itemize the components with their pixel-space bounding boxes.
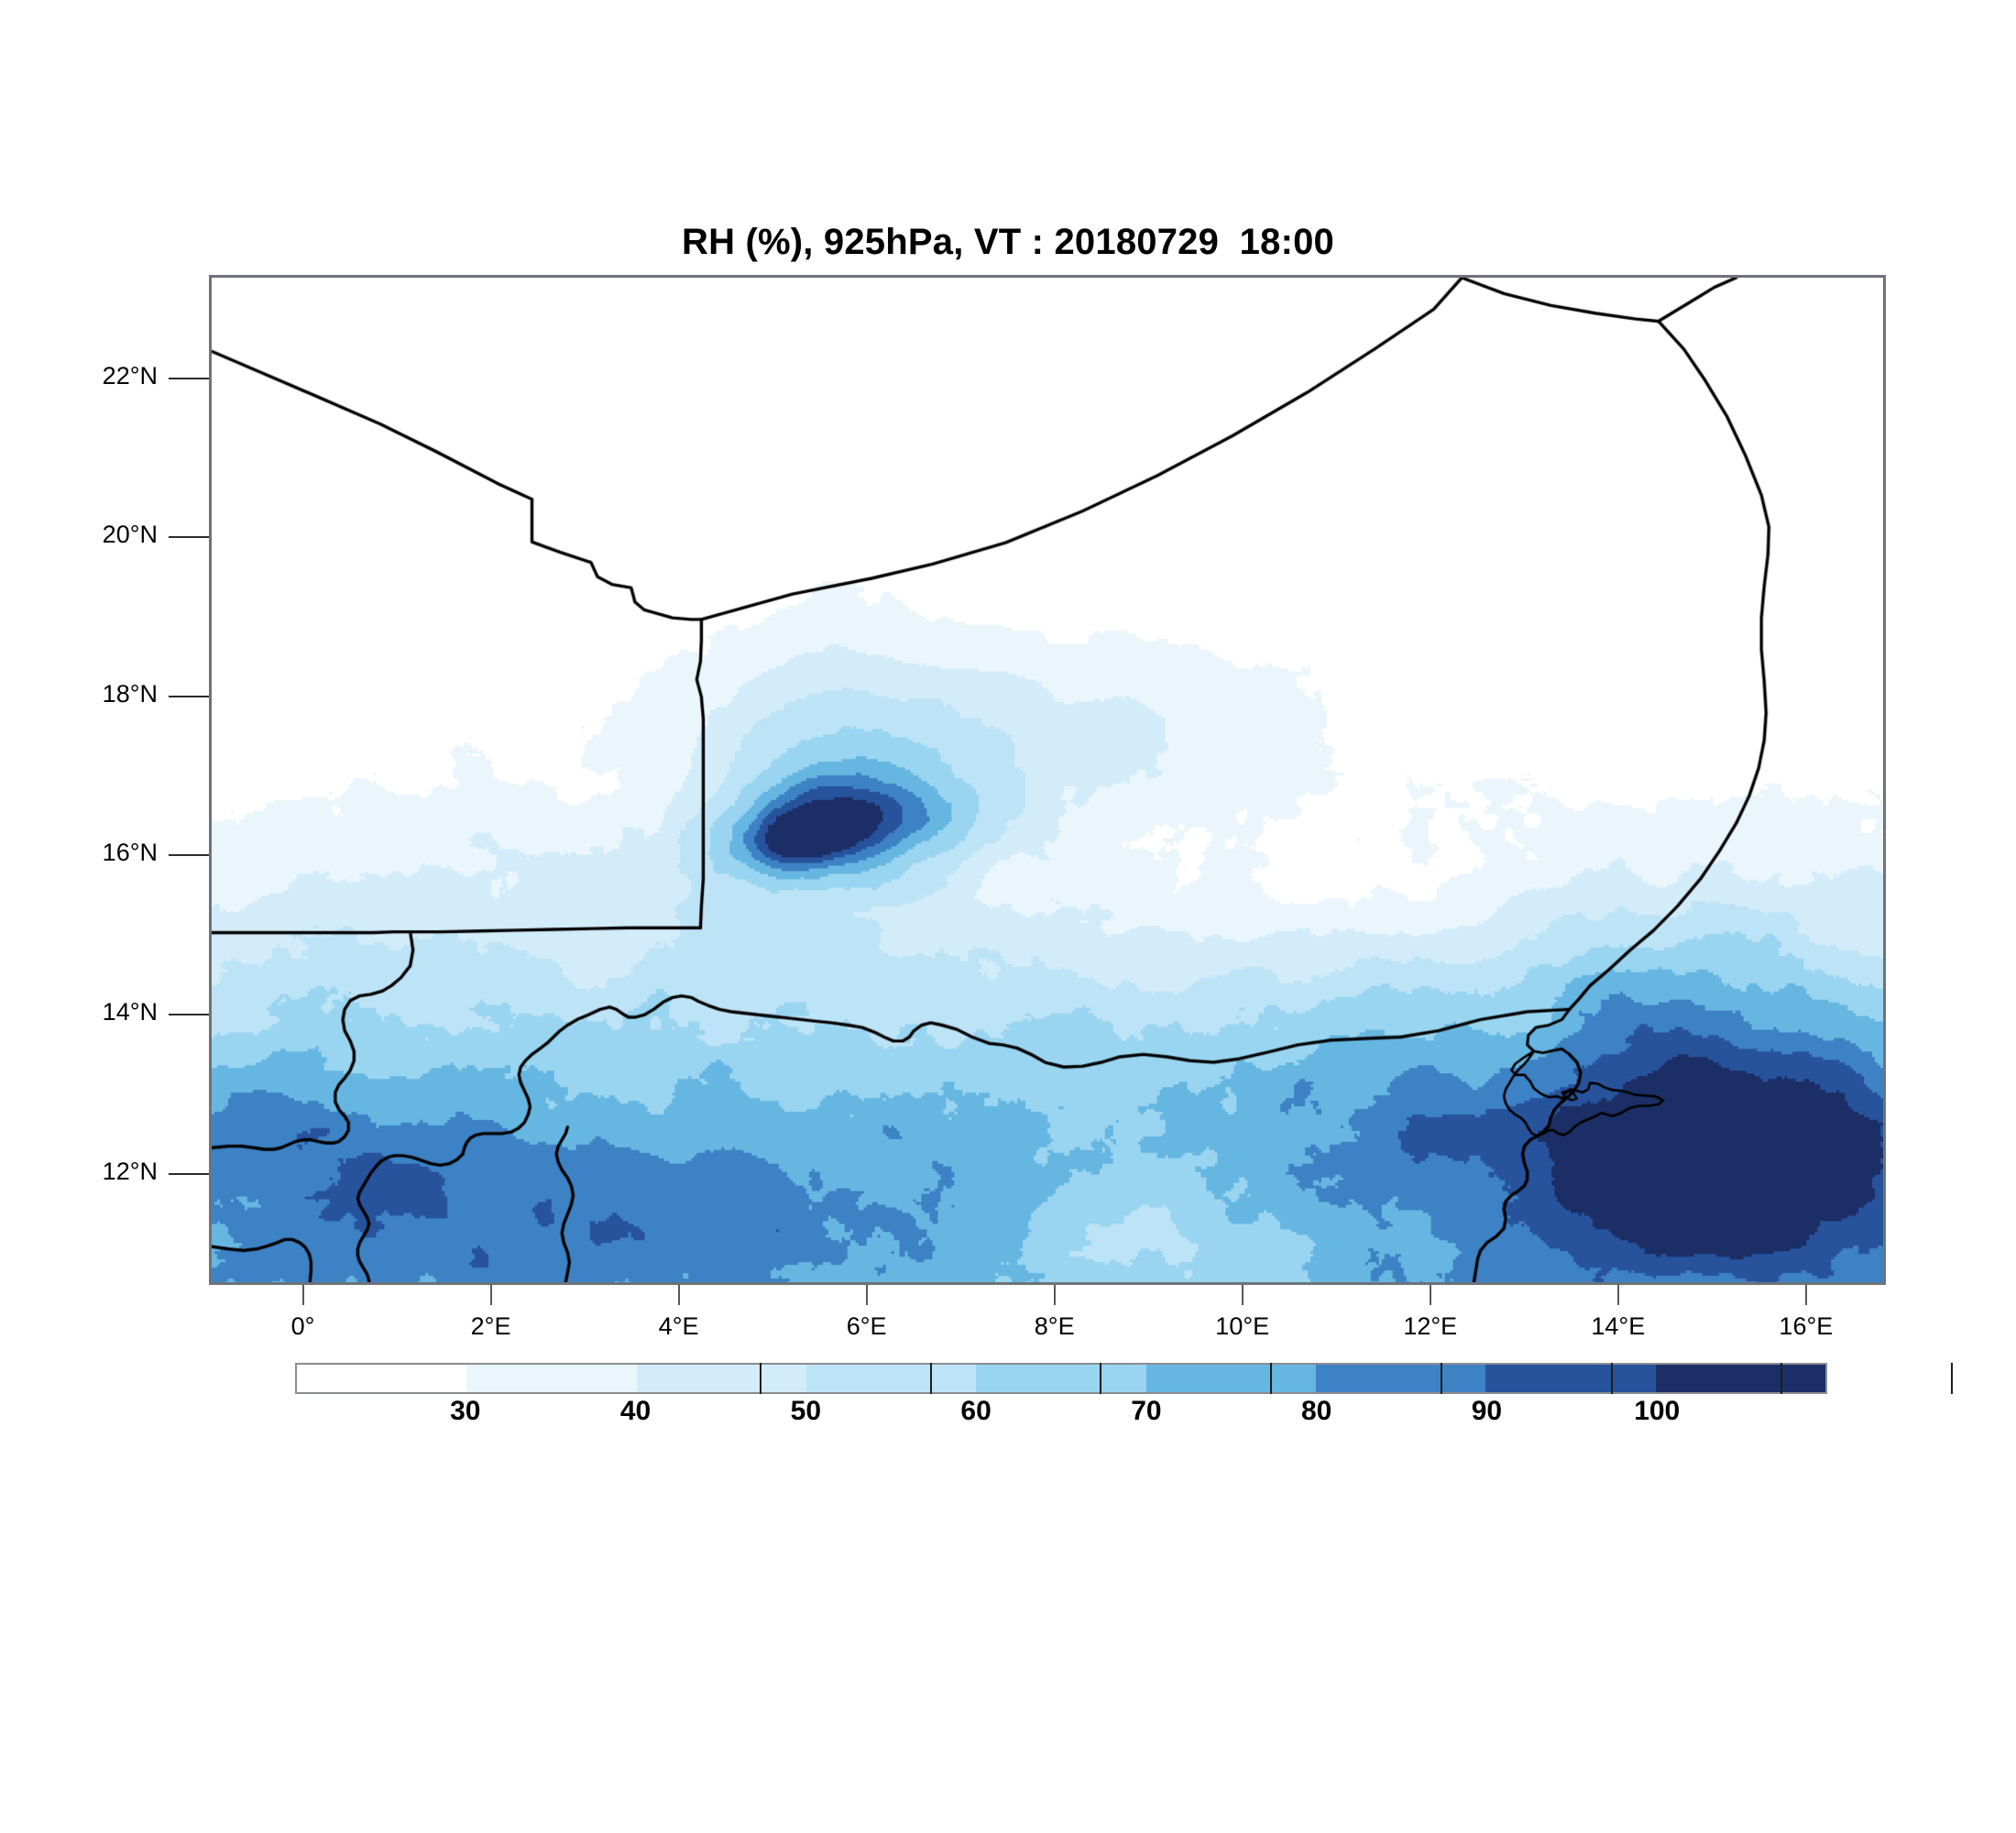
x-tick-label: 0° bbox=[290, 1312, 315, 1340]
x-tick-mark bbox=[1429, 1285, 1431, 1305]
colorbar-swatch bbox=[805, 1365, 977, 1392]
colorbar: 30 40 50 60 70 80 90 100 bbox=[295, 1363, 1954, 1426]
y-tick-label: 22°N bbox=[102, 361, 158, 390]
y-tick-label: 18°N bbox=[102, 679, 158, 708]
colorbar-swatch bbox=[636, 1365, 806, 1392]
x-tick-mark bbox=[865, 1285, 868, 1305]
relative-humidity-heatmap bbox=[212, 278, 1883, 1282]
colorbar-tick-separator bbox=[1100, 1363, 1102, 1394]
colorbar-swatch bbox=[297, 1365, 467, 1392]
y-tick-mark bbox=[169, 377, 209, 379]
x-tick-label: 10°E bbox=[1215, 1312, 1270, 1340]
colorbar-swatch bbox=[1145, 1365, 1316, 1392]
x-tick-mark bbox=[489, 1285, 492, 1305]
colorbar-swatch bbox=[976, 1365, 1146, 1392]
y-tick-label: 16°N bbox=[102, 839, 158, 867]
colorbar-tick-label: 100 bbox=[1634, 1396, 1681, 1426]
x-tick-label: 2°E bbox=[470, 1312, 511, 1340]
x-tick-label: 8°E bbox=[1034, 1312, 1075, 1340]
x-tick-label: 16°E bbox=[1779, 1312, 1834, 1340]
colorbar-swatch bbox=[466, 1365, 637, 1392]
colorbar-tick-separator bbox=[1440, 1363, 1442, 1394]
colorbar-tick-separator bbox=[929, 1363, 932, 1394]
x-tick-label: 4°E bbox=[658, 1312, 699, 1340]
colorbar-tick-separator bbox=[1610, 1363, 1613, 1394]
colorbar-tick-label: 60 bbox=[960, 1396, 992, 1426]
colorbar-tick-separator bbox=[1951, 1363, 1954, 1394]
colorbar-gradient bbox=[295, 1363, 1827, 1394]
x-tick-mark bbox=[1053, 1285, 1056, 1305]
y-tick-mark bbox=[169, 1172, 209, 1175]
y-tick-mark bbox=[169, 695, 209, 697]
x-tick-label: 12°E bbox=[1403, 1312, 1458, 1340]
y-tick-label: 12°N bbox=[102, 1157, 158, 1185]
y-tick-mark bbox=[169, 854, 209, 857]
colorbar-tick-label: 50 bbox=[790, 1396, 822, 1426]
x-tick-mark bbox=[677, 1285, 680, 1305]
x-tick-mark bbox=[1804, 1285, 1807, 1305]
colorbar-tick-label: 30 bbox=[450, 1396, 481, 1426]
x-tick-mark bbox=[301, 1285, 304, 1305]
x-tick-mark bbox=[1616, 1285, 1619, 1305]
colorbar-tick-separator bbox=[1780, 1363, 1783, 1394]
colorbar-swatch bbox=[1315, 1365, 1486, 1392]
chart-title: RH (%), 925hPa, VT : 20180729 18:00 bbox=[681, 222, 1334, 262]
x-tick-mark bbox=[1241, 1285, 1244, 1305]
colorbar-swatch bbox=[1485, 1365, 1656, 1392]
y-tick-label: 20°N bbox=[102, 521, 158, 549]
colorbar-swatch bbox=[1655, 1365, 1825, 1392]
map-plot-area bbox=[209, 275, 1886, 1285]
colorbar-tick-label: 40 bbox=[619, 1396, 652, 1426]
y-tick-label: 14°N bbox=[102, 997, 158, 1026]
x-tick-label: 6°E bbox=[846, 1312, 887, 1340]
colorbar-tick-label: 80 bbox=[1300, 1396, 1332, 1426]
colorbar-tick-separator bbox=[1270, 1363, 1273, 1394]
y-tick-mark bbox=[169, 1013, 209, 1015]
colorbar-tick-label: 90 bbox=[1471, 1396, 1503, 1426]
x-tick-label: 14°E bbox=[1591, 1312, 1646, 1340]
y-tick-mark bbox=[169, 536, 209, 539]
colorbar-tick-separator bbox=[759, 1363, 761, 1394]
colorbar-tick-label: 70 bbox=[1131, 1396, 1162, 1426]
